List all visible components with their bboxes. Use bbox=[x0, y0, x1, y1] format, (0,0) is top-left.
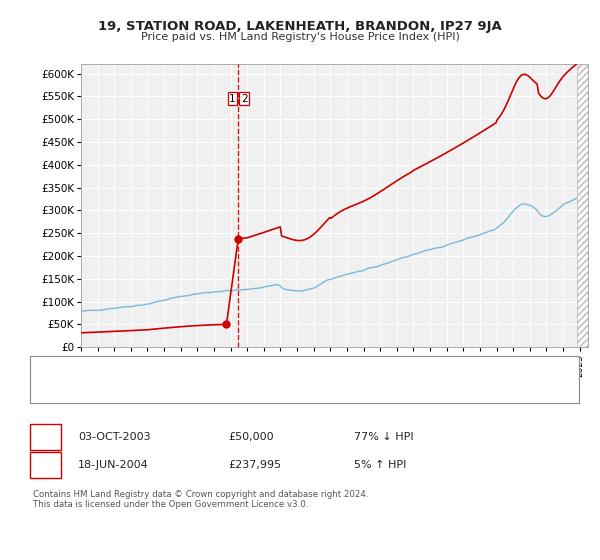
Text: 19, STATION ROAD, LAKENHEATH, BRANDON, IP27 9JA (detached house): 19, STATION ROAD, LAKENHEATH, BRANDON, I… bbox=[84, 363, 445, 374]
Text: 19, STATION ROAD, LAKENHEATH, BRANDON, IP27 9JA: 19, STATION ROAD, LAKENHEATH, BRANDON, I… bbox=[98, 20, 502, 32]
Text: 1: 1 bbox=[42, 432, 49, 442]
Text: 2: 2 bbox=[42, 460, 49, 470]
Text: Price paid vs. HM Land Registry's House Price Index (HPI): Price paid vs. HM Land Registry's House … bbox=[140, 32, 460, 43]
Text: 5% ↑ HPI: 5% ↑ HPI bbox=[354, 460, 406, 470]
Text: £237,995: £237,995 bbox=[228, 460, 281, 470]
Text: HPI: Average price, detached house, West Suffolk: HPI: Average price, detached house, West… bbox=[84, 384, 331, 394]
Text: 2: 2 bbox=[241, 94, 247, 104]
Text: 77% ↓ HPI: 77% ↓ HPI bbox=[354, 432, 413, 442]
Text: 03-OCT-2003: 03-OCT-2003 bbox=[78, 432, 151, 442]
Text: £50,000: £50,000 bbox=[228, 432, 274, 442]
Text: Contains HM Land Registry data © Crown copyright and database right 2024.
This d: Contains HM Land Registry data © Crown c… bbox=[33, 490, 368, 510]
Bar bbox=[577, 64, 589, 347]
Text: 18-JUN-2004: 18-JUN-2004 bbox=[78, 460, 149, 470]
Text: 1: 1 bbox=[229, 94, 236, 104]
